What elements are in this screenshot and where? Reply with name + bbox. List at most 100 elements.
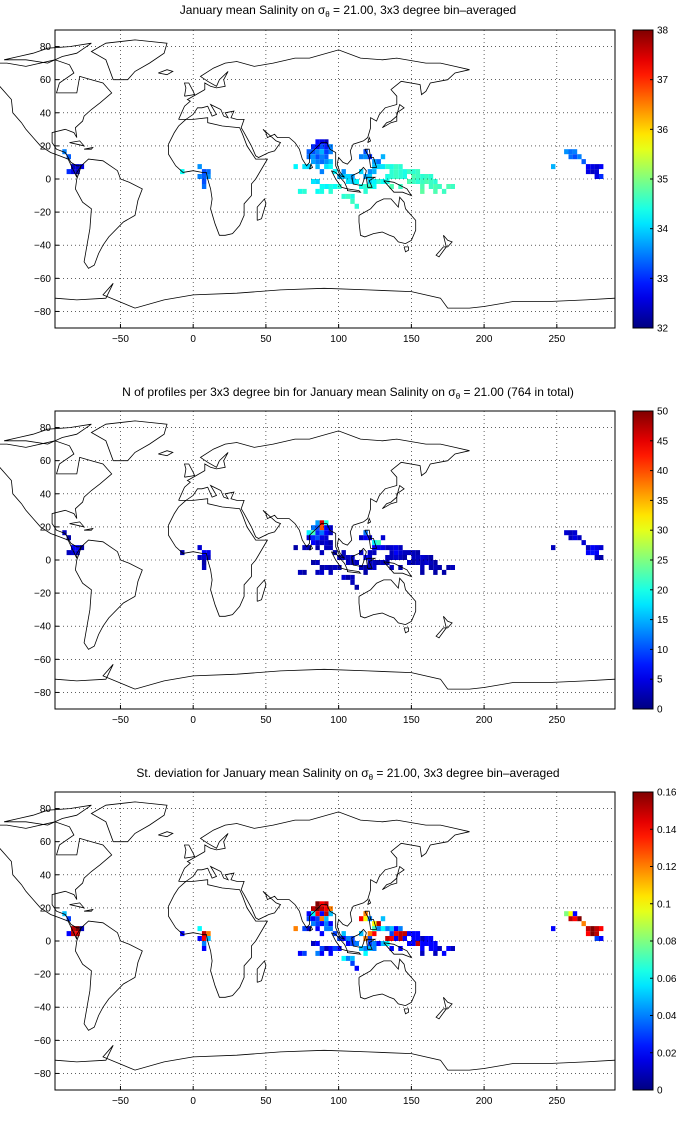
data-bin bbox=[428, 936, 434, 941]
data-bin bbox=[372, 931, 377, 937]
data-bin bbox=[415, 550, 421, 556]
title-sigma: σ bbox=[448, 385, 456, 399]
data-bin bbox=[206, 169, 211, 175]
data-bin bbox=[332, 931, 338, 937]
data-bin bbox=[302, 950, 307, 956]
coastline bbox=[346, 188, 362, 193]
data-bin bbox=[363, 555, 368, 560]
data-bin bbox=[71, 169, 76, 175]
data-bin bbox=[564, 149, 569, 155]
data-bin bbox=[354, 941, 359, 946]
data-bin bbox=[354, 179, 359, 184]
data-bin bbox=[71, 926, 76, 932]
data-bin bbox=[359, 550, 364, 556]
data-bin bbox=[315, 911, 320, 917]
x-tick-label: 250 bbox=[548, 715, 565, 726]
coastline bbox=[346, 950, 362, 955]
coastline bbox=[69, 902, 86, 909]
data-bin bbox=[306, 911, 311, 917]
data-bin bbox=[372, 946, 377, 951]
data-bin bbox=[363, 174, 368, 179]
data-bin bbox=[201, 555, 207, 560]
coastline bbox=[403, 246, 409, 253]
coastline bbox=[4, 42, 92, 64]
data-bin bbox=[315, 569, 320, 575]
data-bin bbox=[590, 169, 595, 175]
data-bin bbox=[594, 926, 599, 932]
data-bin bbox=[389, 550, 394, 556]
coastline bbox=[351, 547, 367, 568]
data-bin bbox=[372, 164, 377, 170]
data-bin bbox=[372, 921, 377, 927]
data-bin bbox=[372, 540, 377, 546]
data-bin bbox=[319, 530, 325, 536]
data-bin bbox=[411, 560, 416, 565]
data-bin bbox=[402, 931, 407, 937]
data-bin bbox=[407, 169, 412, 175]
data-bin bbox=[315, 560, 320, 565]
x-tick-label: −50 bbox=[112, 334, 129, 345]
data-bin bbox=[424, 936, 429, 941]
data-bin bbox=[328, 188, 333, 194]
data-bin bbox=[201, 941, 207, 946]
data-bin bbox=[319, 550, 325, 556]
data-bin bbox=[433, 565, 438, 570]
y-tick-label: 60 bbox=[40, 456, 52, 467]
x-tick-label: 50 bbox=[260, 334, 272, 345]
map-panel-1: −50 0 50 100 150 200 250806040200−20−40−60−803… bbox=[0, 26, 669, 345]
data-bin bbox=[367, 174, 373, 179]
data-bin bbox=[420, 565, 425, 570]
data-bin bbox=[328, 540, 333, 546]
data-bin bbox=[328, 545, 333, 551]
data-bin bbox=[328, 565, 333, 570]
coastline bbox=[403, 627, 409, 634]
title-sigma: σ bbox=[361, 766, 369, 780]
data-bin bbox=[428, 560, 434, 565]
data-bin bbox=[424, 179, 429, 184]
data-bin bbox=[599, 555, 604, 560]
data-bin bbox=[354, 560, 359, 565]
data-bin bbox=[79, 545, 85, 551]
data-bin bbox=[376, 179, 381, 184]
data-bin bbox=[350, 555, 355, 560]
data-bin bbox=[380, 179, 386, 184]
data-bin bbox=[363, 946, 368, 951]
data-bin bbox=[206, 555, 211, 560]
data-bin bbox=[402, 174, 407, 179]
y-tick-label: 40 bbox=[40, 870, 52, 881]
data-bin bbox=[341, 193, 346, 199]
data-bin bbox=[315, 950, 320, 956]
coastline bbox=[364, 529, 378, 549]
data-bin bbox=[66, 535, 71, 541]
coastline bbox=[383, 561, 413, 578]
coastline bbox=[69, 140, 86, 147]
data-bin bbox=[341, 955, 346, 961]
data-bin bbox=[328, 911, 333, 917]
data-bin bbox=[568, 154, 573, 160]
data-bin bbox=[389, 169, 394, 175]
coastline bbox=[0, 440, 113, 559]
x-tick-label: 50 bbox=[260, 715, 272, 726]
y-tick-label: 80 bbox=[40, 423, 52, 434]
data-bin bbox=[398, 545, 403, 551]
data-bin bbox=[363, 149, 368, 155]
data-bin bbox=[201, 184, 207, 189]
data-bin bbox=[424, 560, 429, 565]
data-bin bbox=[420, 950, 425, 956]
data-bin bbox=[376, 941, 381, 946]
data-bin bbox=[594, 174, 599, 179]
data-bin bbox=[359, 916, 364, 922]
data-bin bbox=[367, 550, 373, 556]
y-tick-label: −40 bbox=[34, 241, 51, 252]
data-bin bbox=[311, 906, 316, 912]
coastline bbox=[84, 908, 94, 912]
data-bin bbox=[345, 179, 351, 184]
coastline bbox=[158, 831, 174, 838]
coastline bbox=[74, 539, 143, 650]
data-bin bbox=[197, 926, 202, 932]
data-bin bbox=[433, 941, 438, 946]
coastline bbox=[178, 811, 470, 940]
data-bin bbox=[577, 535, 582, 541]
colorbar-tick-label: 45 bbox=[657, 436, 669, 447]
coastline bbox=[403, 1008, 409, 1015]
